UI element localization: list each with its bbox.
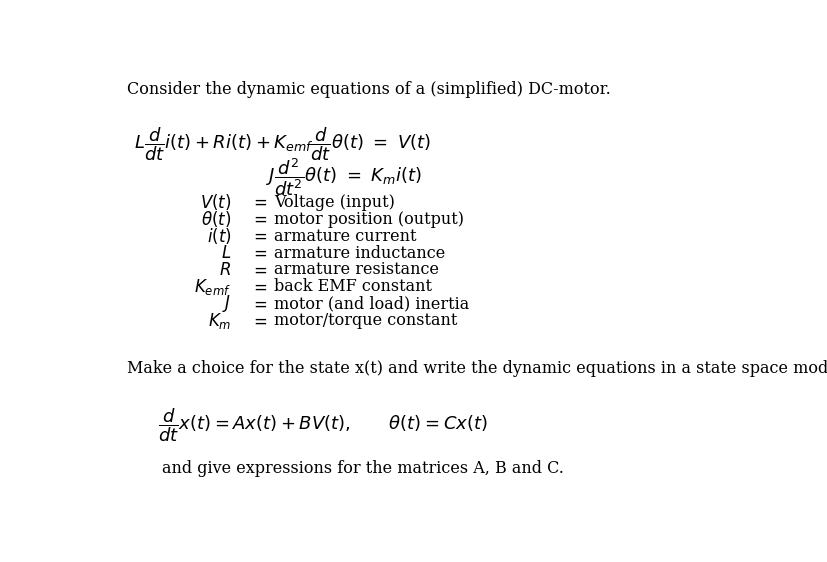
Text: $K_m$: $K_m$ (208, 311, 231, 331)
Text: armature current: armature current (274, 228, 416, 244)
Text: $R$: $R$ (219, 261, 231, 279)
Text: Consider the dynamic equations of a (simplified) DC-motor.: Consider the dynamic equations of a (sim… (127, 81, 609, 98)
Text: $=$: $=$ (250, 193, 267, 211)
Text: motor (and load) inertia: motor (and load) inertia (274, 295, 469, 312)
Text: $i(t)$: $i(t)$ (207, 226, 231, 246)
Text: $=$: $=$ (250, 261, 267, 279)
Text: $=$: $=$ (250, 227, 267, 245)
Text: $J\dfrac{d^2}{dt^2}\theta(t) \ = \ K_m i(t)$: $J\dfrac{d^2}{dt^2}\theta(t) \ = \ K_m i… (266, 156, 422, 198)
Text: $L$: $L$ (221, 244, 231, 262)
Text: and give expressions for the matrices A, B and C.: and give expressions for the matrices A,… (161, 460, 563, 477)
Text: back EMF constant: back EMF constant (274, 278, 432, 296)
Text: $K_{emf}$: $K_{emf}$ (194, 277, 231, 297)
Text: $\theta(t)$: $\theta(t)$ (201, 209, 231, 229)
Text: $=$: $=$ (250, 244, 267, 262)
Text: $J$: $J$ (222, 293, 231, 314)
Text: motor/torque constant: motor/torque constant (274, 312, 457, 329)
Text: $=$: $=$ (250, 312, 267, 330)
Text: $\dfrac{d}{dt}x(t) = Ax(t) + BV(t), \qquad \theta(t) = Cx(t)$: $\dfrac{d}{dt}x(t) = Ax(t) + BV(t), \qqu… (158, 406, 487, 444)
Text: Voltage (input): Voltage (input) (274, 194, 394, 211)
Text: $=$: $=$ (250, 210, 267, 228)
Text: motor position (output): motor position (output) (274, 211, 463, 228)
Text: $V(t)$: $V(t)$ (199, 192, 231, 212)
Text: Make a choice for the state x(t) and write the dynamic equations in a state spac: Make a choice for the state x(t) and wri… (127, 360, 827, 377)
Text: $=$: $=$ (250, 295, 267, 313)
Text: armature resistance: armature resistance (274, 261, 438, 278)
Text: $L\dfrac{d}{dt}i(t) + Ri(t) + K_{emf}\dfrac{d}{dt}\theta(t) \ = \ V(t)$: $L\dfrac{d}{dt}i(t) + Ri(t) + K_{emf}\df… (134, 125, 431, 163)
Text: armature inductance: armature inductance (274, 244, 445, 261)
Text: $=$: $=$ (250, 278, 267, 296)
